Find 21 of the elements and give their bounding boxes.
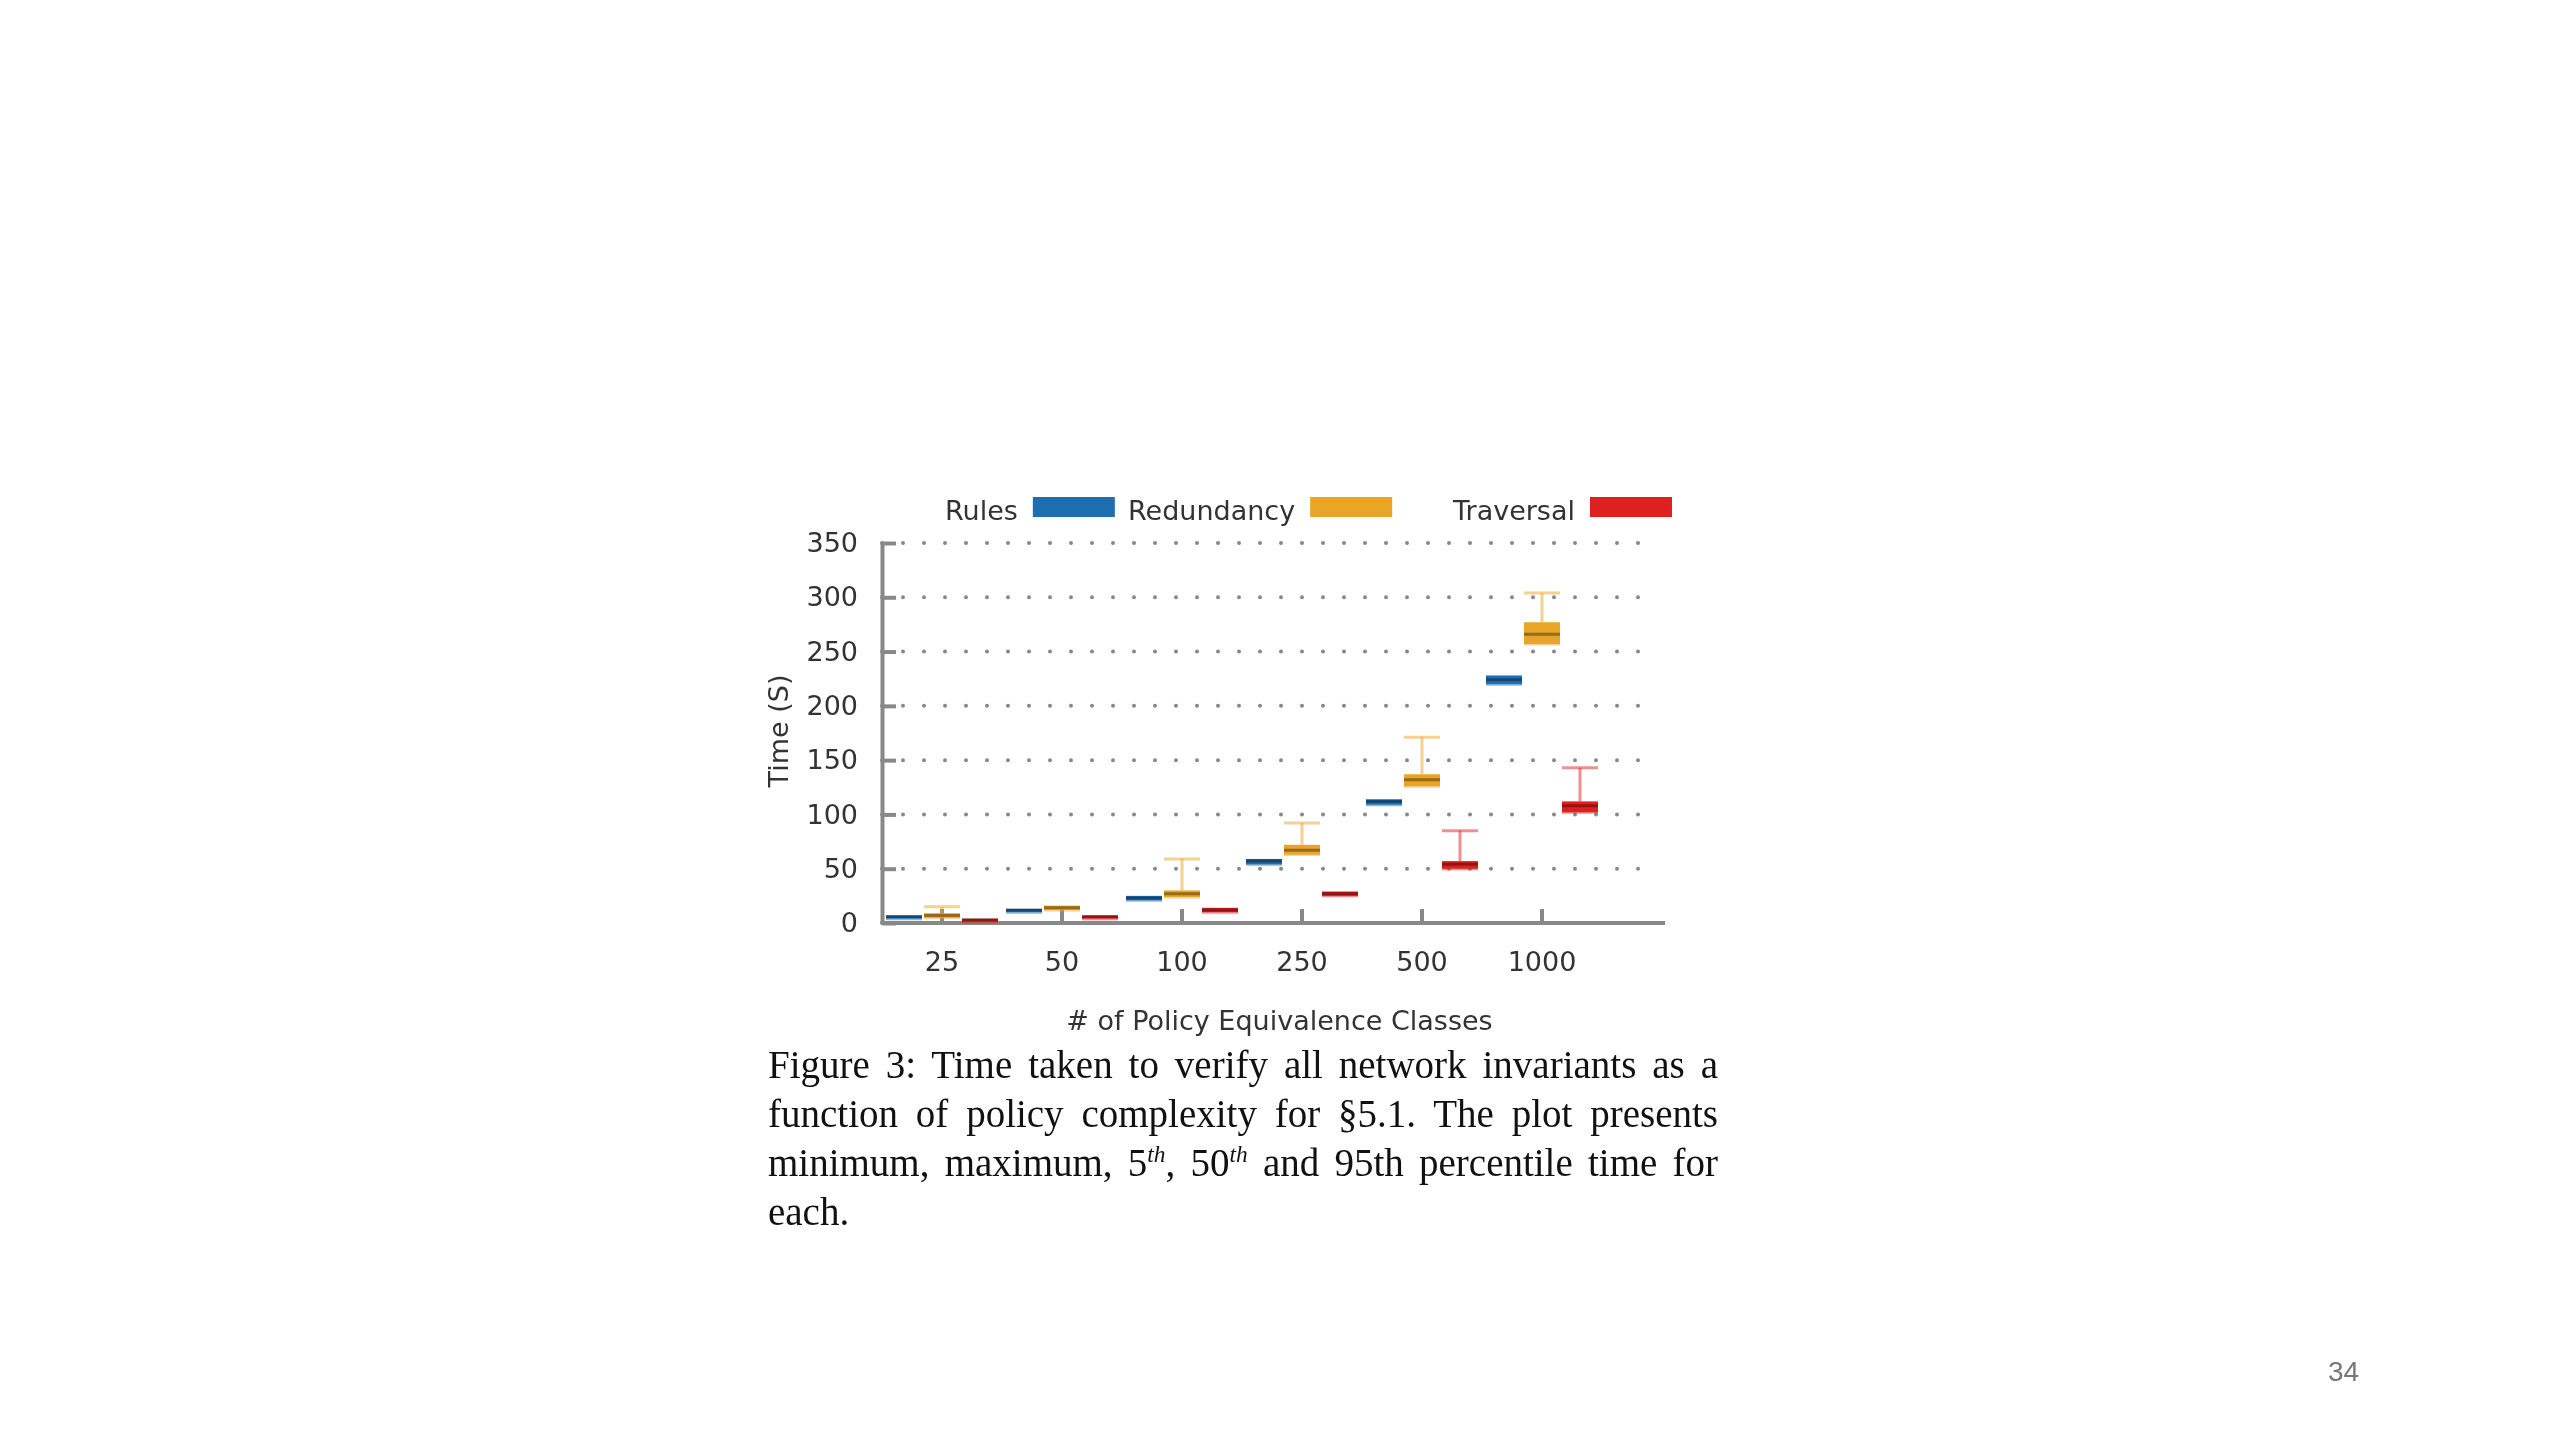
- text: 34: [2328, 1356, 2360, 1388]
- x-tick-label: 100: [1156, 946, 1208, 977]
- y-tick-label: 50: [823, 852, 858, 884]
- y-tick-label: 200: [806, 690, 858, 721]
- x-axis-title: # of Policy Equivalence Classes: [1066, 1005, 1493, 1036]
- y-tick-label: 250: [806, 635, 858, 667]
- y-tick-label: 100: [806, 798, 858, 830]
- legend-label: Rules: [945, 495, 1018, 526]
- legend-label: Redundancy: [1128, 495, 1296, 526]
- x-tick-label: 250: [1276, 946, 1328, 977]
- y-tick-label: 0: [840, 907, 858, 939]
- y-tick-label: 150: [806, 744, 858, 776]
- y-tick-label: 300: [806, 581, 858, 613]
- legend-label: Traversal: [1452, 495, 1575, 526]
- x-tick-label: 50: [1044, 946, 1080, 977]
- x-tick-label: 500: [1396, 946, 1448, 977]
- y-tick-label: 350: [806, 527, 858, 559]
- y-axis-title: Time (S): [763, 674, 794, 789]
- x-tick-label: 1000: [1507, 946, 1577, 977]
- x-tick-label: 25: [924, 946, 960, 977]
- text: Figure 3: Time taken to verify all network invariants as a function of policy complexity for §5.1. The plot presents minimum, maximum, 5$^{th}$, 50$^{th}$ and 95th percentile time for each.: [768, 1043, 1719, 1233]
